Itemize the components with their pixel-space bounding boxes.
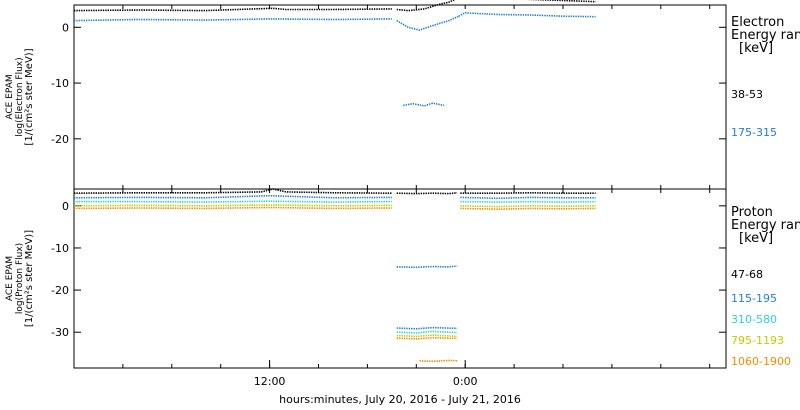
proton-legend-unit: [keV] [739,231,774,246]
proton-series-4-segment-1 [73,204,392,207]
proton-series-4-segment-2 [396,334,458,338]
legend-electron-175-315: 175-315 [731,126,777,139]
proton-series-2-segment-3 [396,326,458,330]
x-tick-label: 0:00 [453,375,478,388]
proton-legend-title-line1: Proton [731,205,773,220]
proton-ylabel-line: ACE EPAM [5,256,15,301]
legend-proton-1060-1900: 1060-1900 [731,355,791,368]
x-tick-label: 12:00 [254,375,286,388]
electron-series-2-segment-1 [73,18,392,22]
electron-series-1-segment-1 [73,7,392,12]
proton-series-2-segment-2 [396,265,458,269]
proton-series-5-segment-1 [73,206,392,210]
electron-ytick-label: -10 [51,77,69,90]
proton-ytick-label: -30 [51,326,69,339]
electron-series-2-segment-3 [403,102,445,107]
proton-series-2-segment-4 [460,196,596,200]
proton-ytick-label: -10 [51,242,69,255]
proton-series-5-segment-4 [460,207,596,210]
electron-ytick-label: 0 [62,21,69,34]
x-axis-label: hours:minutes, July 20, 2016 - July 21, … [279,393,521,406]
legend-electron-38-53: 38-53 [731,88,763,101]
electron-series-2-segment-2 [396,15,460,31]
proton-legend-title: Proton Energy ran [keV] [731,206,800,245]
legend-proton-115-195: 115-195 [731,292,777,305]
proton-series-2-segment-1 [73,194,392,199]
proton-ytick-label: 0 [62,200,69,213]
legend-proton-310-580: 310-580 [731,313,777,326]
electron-series-1-segment-2 [396,0,456,12]
proton-legend-title-line2: Energy ran [731,218,800,233]
electron-legend-title-line1: Electron [731,15,785,30]
legend-proton-795-1193: 795-1193 [731,334,784,347]
proton-series-5-segment-3 [419,359,458,363]
legend-proton-47-68: 47-68 [731,268,763,281]
proton-ytick-label: -20 [51,284,69,297]
proton-series-1-segment-1 [73,188,392,194]
electron-legend-title: Electron Energy ran [keV] [731,16,800,55]
electron-ylabel-line: [1/(cm²s ster MeV)] [24,48,35,145]
proton-series-3-segment-1 [74,200,392,203]
proton-frame [73,188,727,369]
proton-series-5-segment-2 [396,336,458,340]
electron-ylabel-line: log(Electron Flux) [15,57,25,136]
electron-series-2-segment-4 [458,12,596,18]
proton-series-4-segment-3 [460,205,596,208]
electron-frame [73,4,727,190]
proton-series-1-segment-2 [396,192,458,195]
electron-legend-title-line2: Energy ran [731,28,800,43]
electron-ylabel-line: ACE EPAM [5,74,15,119]
proton-ylabel-line: [1/(cm²s ster MeV)] [24,230,35,327]
electron-legend-unit: [keV] [739,41,774,56]
proton-ylabel-line: log(Proton Flux) [15,243,25,314]
electron-series-1-segment-3 [524,0,596,3]
electron-ytick-label: -20 [51,133,69,146]
proton-series-3-segment-2 [396,330,458,334]
proton-series-3-segment-3 [460,200,596,203]
